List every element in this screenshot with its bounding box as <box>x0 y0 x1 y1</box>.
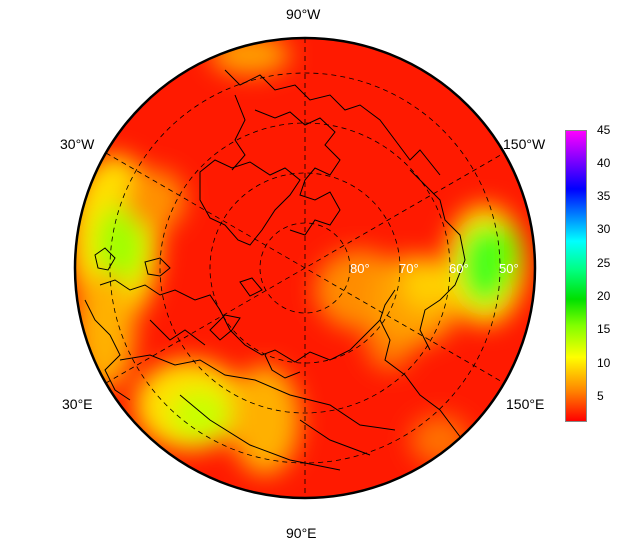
coast-scandinavia <box>99 279 231 331</box>
coast-uk <box>94 247 116 271</box>
borders-eurasia <box>119 319 396 471</box>
lon-label-upper-right: 150°W <box>503 136 546 152</box>
lat-circle-60 <box>159 122 451 414</box>
lon-label-top: 90°W <box>286 6 321 22</box>
field-patch-alaska-yellow <box>403 260 447 310</box>
coast-taymyr <box>264 354 301 379</box>
lon-label-upper-left: 30°W <box>60 136 95 152</box>
colorbar-tick: 45 <box>597 123 611 137</box>
latitude-labels: 80° 70° 60° 50° <box>350 261 519 276</box>
lon-label-bottom: 90°E <box>286 525 317 541</box>
colorbar-tick: 25 <box>597 256 611 270</box>
field-patch-greenland-edge <box>125 170 185 230</box>
meridian-150-30 <box>105 152 505 384</box>
coast-alaska <box>409 169 466 351</box>
lon-label-lower-right: 150°E <box>506 396 545 412</box>
coast-novaya-zemlya <box>209 314 241 341</box>
coastlines <box>84 69 471 471</box>
field-layer <box>75 38 535 498</box>
lat-label-80: 80° <box>350 261 370 276</box>
coast-canada-arctic <box>254 109 341 236</box>
lat-label-70: 70° <box>399 261 419 276</box>
colorbar-tick: 35 <box>597 189 611 203</box>
colorbar-tick: 5 <box>597 389 604 403</box>
graticule <box>105 38 505 498</box>
coast-siberia-north <box>229 319 381 363</box>
field-patch-bering-green-2 <box>490 225 520 285</box>
colorbar-tick: 10 <box>597 356 611 370</box>
map-boundary <box>73 36 537 500</box>
coast-europe <box>84 299 131 401</box>
coast-hudson <box>231 94 246 171</box>
field-patch-pacific-orange <box>410 415 470 465</box>
lon-label-lower-left: 30°E <box>62 396 93 412</box>
coast-svalbard <box>239 277 263 297</box>
colorbar <box>565 130 587 422</box>
field-patch-europe-green <box>95 205 145 285</box>
colorbar-tick: 30 <box>597 222 611 236</box>
coast-greenland <box>199 159 301 246</box>
colorbar-tick: 40 <box>597 156 611 170</box>
lat-circle-80 <box>259 222 351 314</box>
colorbar-tick: 15 <box>597 322 611 336</box>
field-patch-top-orange <box>210 38 290 75</box>
field-patch-siberia-orange <box>230 365 300 475</box>
coast-iceland <box>144 257 171 277</box>
lat-label-50: 50° <box>499 261 519 276</box>
lat-label-60: 60° <box>449 261 469 276</box>
colorbar-tick: 20 <box>597 289 611 303</box>
field-patch-siberia-green <box>170 390 230 440</box>
